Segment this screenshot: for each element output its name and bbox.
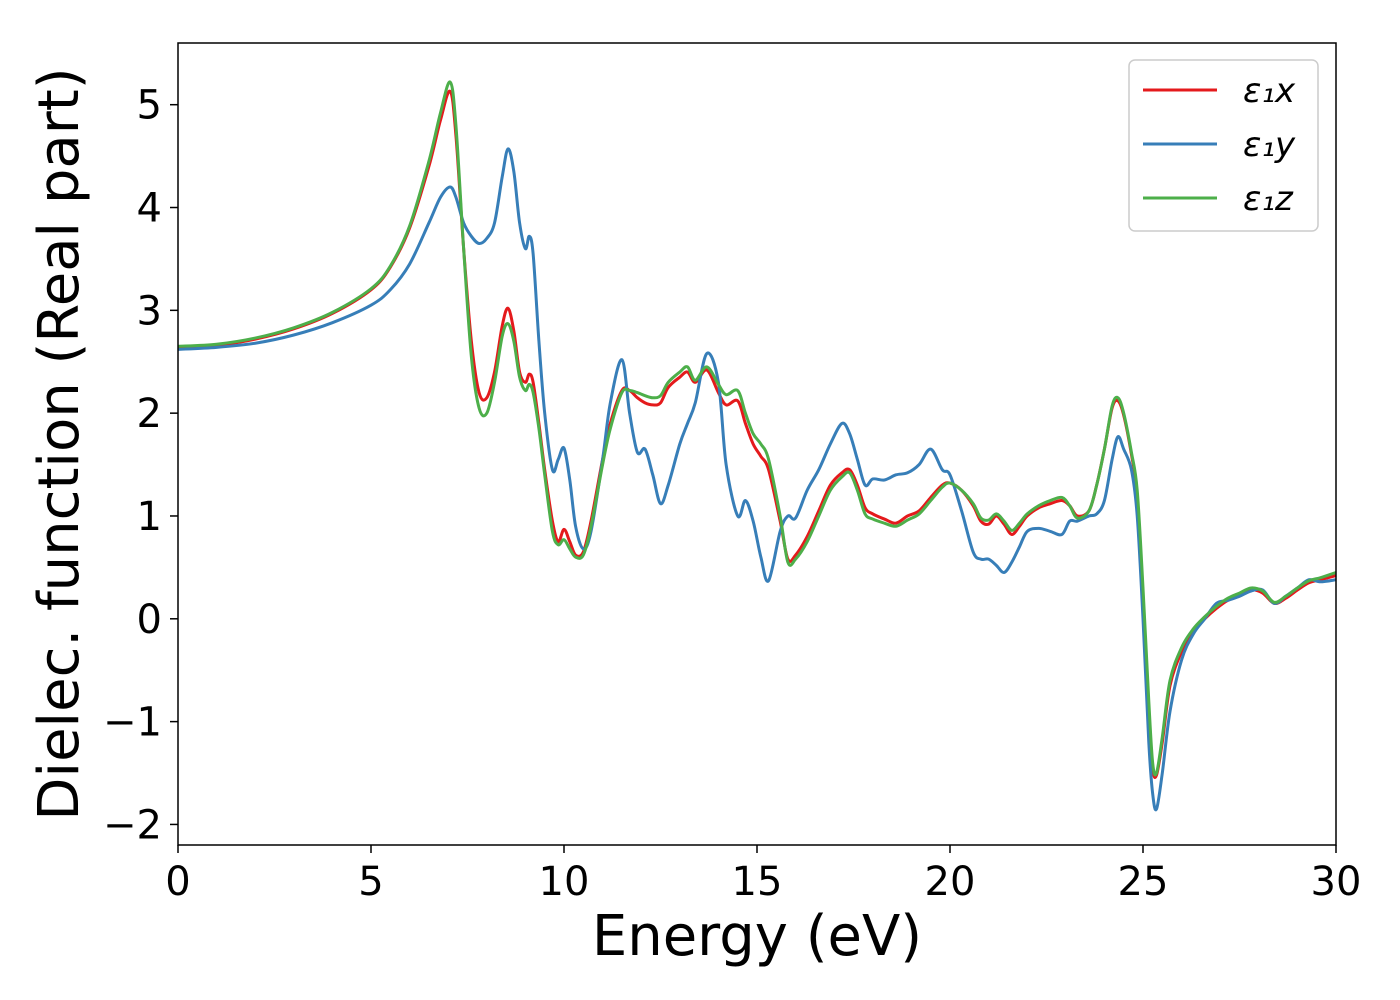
x-tick-label: 30 bbox=[1311, 859, 1362, 905]
legend: ε₁x ε₁y ε₁z bbox=[1128, 59, 1319, 232]
x-axis-label: Energy (eV) bbox=[592, 904, 922, 969]
series-layer bbox=[178, 80, 1336, 812]
legend-label-3: ε₁z bbox=[1243, 179, 1294, 219]
y-tick-label: 4 bbox=[137, 186, 162, 232]
x-tick-label: 15 bbox=[732, 859, 783, 905]
series-line-3 bbox=[178, 80, 1336, 777]
x-tick-label: 0 bbox=[165, 859, 190, 905]
x-tick-label: 20 bbox=[925, 859, 976, 905]
y-tick-label: −1 bbox=[103, 700, 162, 746]
x-tick-label: 10 bbox=[539, 859, 590, 905]
y-tick-label: −2 bbox=[103, 802, 162, 848]
y-tick-label: 0 bbox=[137, 597, 162, 643]
y-tick-label: 1 bbox=[137, 494, 162, 540]
x-tick-label: 5 bbox=[358, 859, 383, 905]
x-axis: 0 5 10 15 20 25 30 bbox=[165, 845, 1361, 905]
y-tick-label: 2 bbox=[137, 391, 162, 437]
y-axis: −2 −1 0 1 2 3 4 5 bbox=[103, 83, 178, 848]
legend-label-1: ε₁x bbox=[1243, 71, 1296, 111]
y-tick-label: 3 bbox=[137, 288, 162, 334]
series-line-2 bbox=[178, 147, 1336, 812]
legend-label-2: ε₁y bbox=[1243, 125, 1296, 165]
y-axis-label: Dielec. function (Real part) bbox=[27, 67, 92, 820]
legend-box bbox=[1128, 59, 1319, 232]
x-tick-label: 25 bbox=[1118, 859, 1169, 905]
y-tick-label: 5 bbox=[137, 83, 162, 129]
